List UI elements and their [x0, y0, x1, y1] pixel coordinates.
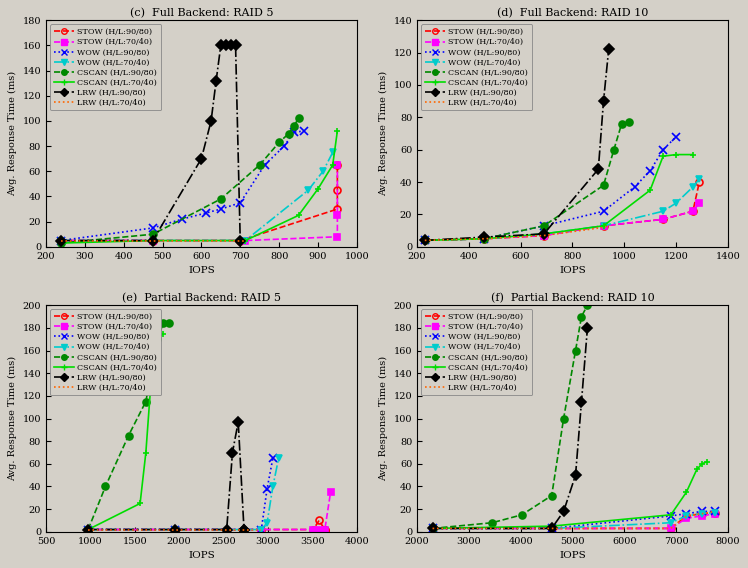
X-axis label: IOPS: IOPS — [188, 266, 215, 275]
Title: (f)  Partial Backend: RAID 10: (f) Partial Backend: RAID 10 — [491, 293, 654, 303]
Legend: STOW (H/L:90/80), STOW (H/L:70/40), WOW (H/L:90/80), WOW (H/L:70/40), CSCAN (H/L: STOW (H/L:90/80), STOW (H/L:70/40), WOW … — [421, 24, 533, 110]
X-axis label: IOPS: IOPS — [188, 551, 215, 560]
Y-axis label: Avg. Response Time (ms): Avg. Response Time (ms) — [378, 71, 388, 196]
Y-axis label: Avg. Response Time (ms): Avg. Response Time (ms) — [7, 71, 17, 196]
Legend: STOW (H/L:90/80), STOW (H/L:70/40), WOW (H/L:90/80), WOW (H/L:70/40), CSCAN (H/L: STOW (H/L:90/80), STOW (H/L:70/40), WOW … — [421, 309, 533, 395]
Title: (d)  Full Backend: RAID 10: (d) Full Backend: RAID 10 — [497, 8, 648, 18]
Title: (c)  Full Backend: RAID 5: (c) Full Backend: RAID 5 — [129, 8, 273, 18]
Legend: STOW (H/L:90/80), STOW (H/L:70/40), WOW (H/L:90/80), WOW (H/L:70/40), CSCAN (H/L: STOW (H/L:90/80), STOW (H/L:70/40), WOW … — [50, 24, 162, 110]
Title: (e)  Partial Backend: RAID 5: (e) Partial Backend: RAID 5 — [122, 293, 280, 303]
Y-axis label: Avg. Response Time (ms): Avg. Response Time (ms) — [378, 356, 388, 481]
X-axis label: IOPS: IOPS — [559, 266, 586, 275]
Y-axis label: Avg. Response Time (ms): Avg. Response Time (ms) — [7, 356, 17, 481]
X-axis label: IOPS: IOPS — [559, 551, 586, 560]
Legend: STOW (H/L:90/80), STOW (H/L:70/40), WOW (H/L:90/80), WOW (H/L:70/40), CSCAN (H/L: STOW (H/L:90/80), STOW (H/L:70/40), WOW … — [50, 309, 162, 395]
